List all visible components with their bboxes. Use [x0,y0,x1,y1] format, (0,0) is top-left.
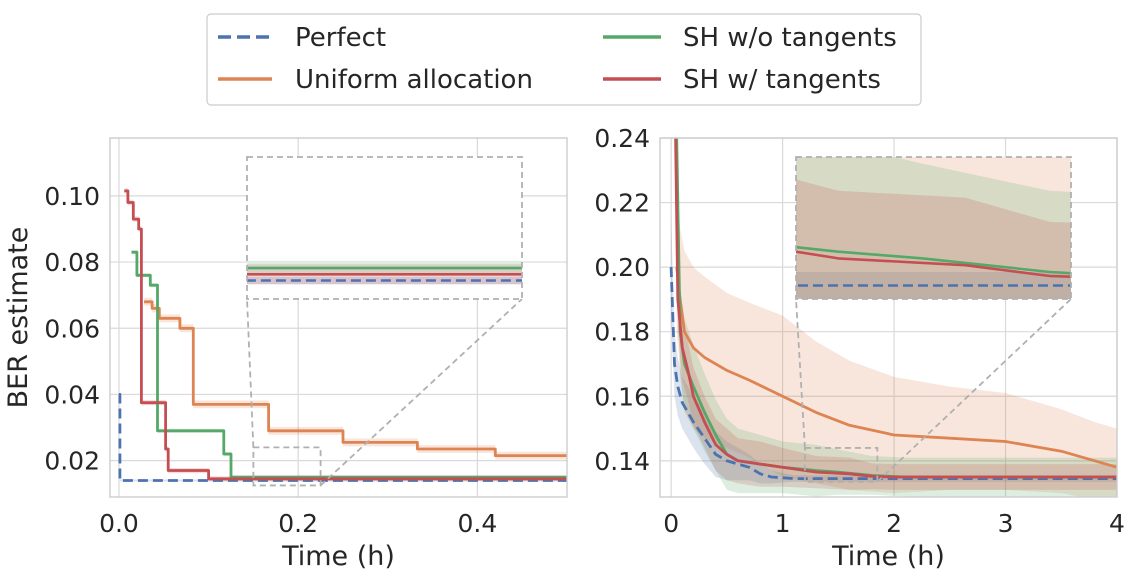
series-perfect [669,267,1117,481]
x-tick-label: 1 [775,509,791,538]
band-sh-tangents [675,138,1117,490]
inset-band-sh-no-tangents [796,157,1071,299]
band-sh-no-tangents [676,138,1117,497]
axes-frame [659,137,1118,498]
x-tick-label: 3 [998,509,1014,538]
x-axis-label: Time (h) [831,541,945,572]
x-tick-label: 0.0 [99,509,139,538]
y-tick-label: 0.14 [594,447,650,476]
legend-label-sh-no-tangents: SH w/o tangents [683,23,897,53]
legend-frame [206,13,922,106]
series-layer [669,138,1117,497]
zoom-connector-line [795,298,806,448]
y-tick-label: 0.08 [44,248,100,277]
x-axis-label: Time (h) [281,541,395,572]
series-layer [118,188,567,484]
inset-band-uniform [796,157,1071,299]
inset-series-sh-no-tangents [796,245,1071,275]
inset-background [796,157,1071,299]
y-axis-label: BER estimate [3,227,34,409]
zoom-connector-line [246,298,255,448]
legend: Perfect Uniform allocation SH w/o tangen… [206,13,922,106]
y-tick-label: 0.06 [44,314,100,343]
series-uniform [675,266,1117,469]
y-tick-label: 0.18 [594,318,650,347]
zoom-inset [246,156,523,300]
series-sh-tangents [674,138,1117,479]
legend-entry-uniform: Uniform allocation [218,65,533,95]
x-tick-label: 0 [663,509,679,538]
legend-entry-sh-no-tangents: SH w/o tangents [603,23,897,53]
y-tick-label: 0.02 [44,447,100,476]
legend-entry-sh-tangents: SH w/ tangents [603,65,881,95]
zoom-inset [795,156,1072,300]
zoom-connector-line [876,298,1072,483]
series-sh-tangents [124,189,567,481]
y-tick-label: 0.10 [44,182,100,211]
right-chart: 0 1 2 3 4 0.14 0.16 0.18 0.20 0.22 0.24 Time (h) [594,124,1125,572]
y-tick-label: 0.16 [594,382,650,411]
band-uniform [676,202,1117,497]
series-sh-no-tangents [131,250,567,481]
x-tick-label: 4 [1109,509,1125,538]
y-tick-label: 0.20 [594,253,650,282]
zoom-connector-line [319,298,523,487]
x-tick-label: 0.2 [278,509,318,538]
inset-series-layer [796,157,1071,299]
inset-series-sh-tangents [796,250,1071,278]
series-perfect [118,392,567,482]
inset-frame [246,156,523,300]
band-perfect [671,215,1117,484]
y-tick-label: 0.04 [44,380,100,409]
zoom-region-box [804,447,879,483]
legend-label-sh-tangents: SH w/ tangents [683,65,881,95]
x-tick-label: 0.4 [458,509,498,538]
legend-label-perfect: Perfect [295,23,386,53]
y-tick-label: 0.24 [594,124,650,153]
x-tick-label: 2 [886,509,902,538]
inset-series-layer [247,260,522,285]
inset-frame [795,156,1072,300]
legend-label-uniform: Uniform allocation [295,65,533,95]
zoom-region-box [252,446,322,487]
y-tick-label: 0.22 [594,189,650,218]
axes-frame [109,137,568,498]
legend-entry-perfect: Perfect [218,23,386,53]
